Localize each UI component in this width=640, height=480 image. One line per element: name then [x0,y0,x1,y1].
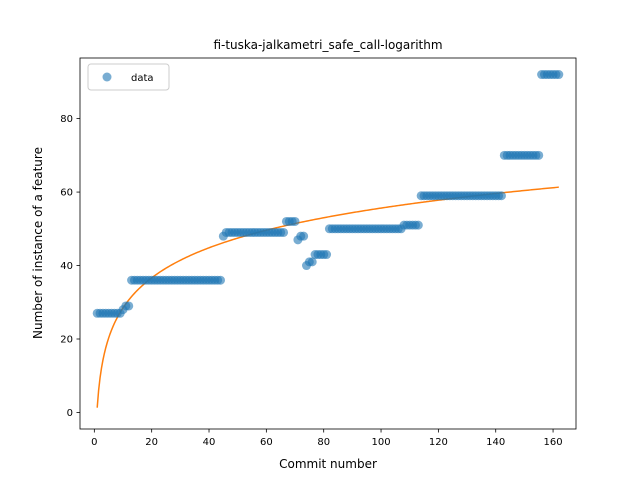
x-tick-label: 140 [486,437,505,448]
y-tick-label: 60 [60,188,73,199]
y-tick-label: 0 [67,408,73,419]
data-point [124,301,134,311]
data-point [322,250,332,260]
legend-marker [102,72,112,82]
y-tick-label: 20 [60,335,73,346]
x-tick-label: 20 [145,437,158,448]
x-tick-label: 40 [203,437,216,448]
x-tick-label: 160 [544,437,563,448]
data-point [554,70,564,80]
x-tick-label: 0 [91,437,97,448]
data-point [299,231,309,241]
data-point [215,275,225,285]
data-point [534,150,544,160]
legend-label: data [131,73,154,84]
x-tick-label: 100 [371,437,390,448]
x-axis-label: Commit number [279,457,377,471]
legend: data [87,63,170,91]
y-axis-label: Number of instance of a feature [31,147,45,339]
chart-title: fi-tuska-jalkametri_safe_call-logarithm [213,38,442,52]
x-tick-label: 80 [317,437,330,448]
x-tick-label: 60 [260,437,273,448]
axes-layer: 0 20 40 60 80 100 120 140 160 0 20 40 60 80 [60,57,577,448]
legend-frame [87,63,170,91]
y-tick-label: 40 [60,261,73,272]
data-points-layer [92,70,564,318]
axes-frame [79,57,577,430]
data-point [496,191,506,201]
data-point [279,227,289,237]
x-tick-label: 120 [429,437,448,448]
data-point [413,220,423,230]
y-tick-label: 80 [60,114,73,125]
data-point [290,216,300,226]
data-point [307,257,317,267]
